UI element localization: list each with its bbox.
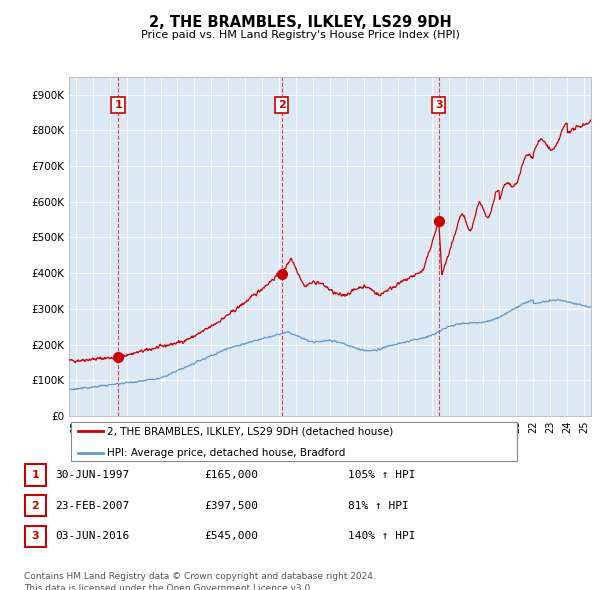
Text: 2, THE BRAMBLES, ILKLEY, LS29 9DH (detached house): 2, THE BRAMBLES, ILKLEY, LS29 9DH (detac… [107, 427, 394, 436]
Text: 23-FEB-2007: 23-FEB-2007 [55, 501, 130, 510]
Text: 03-JUN-2016: 03-JUN-2016 [55, 532, 130, 541]
Text: £165,000: £165,000 [204, 470, 258, 480]
FancyBboxPatch shape [25, 526, 46, 547]
Text: Price paid vs. HM Land Registry's House Price Index (HPI): Price paid vs. HM Land Registry's House … [140, 30, 460, 40]
Text: 30-JUN-1997: 30-JUN-1997 [55, 470, 130, 480]
Text: Contains HM Land Registry data © Crown copyright and database right 2024.
This d: Contains HM Land Registry data © Crown c… [24, 572, 376, 590]
FancyBboxPatch shape [25, 495, 46, 516]
Text: £397,500: £397,500 [204, 501, 258, 510]
Text: HPI: Average price, detached house, Bradford: HPI: Average price, detached house, Brad… [107, 448, 346, 457]
Text: 1: 1 [32, 470, 39, 480]
FancyBboxPatch shape [25, 464, 46, 486]
Text: 2, THE BRAMBLES, ILKLEY, LS29 9DH: 2, THE BRAMBLES, ILKLEY, LS29 9DH [149, 15, 451, 30]
Text: 140% ↑ HPI: 140% ↑ HPI [348, 532, 416, 541]
Text: 105% ↑ HPI: 105% ↑ HPI [348, 470, 416, 480]
Text: 3: 3 [435, 100, 443, 110]
Text: 2: 2 [32, 501, 39, 510]
Text: 2: 2 [278, 100, 286, 110]
Text: 1: 1 [114, 100, 122, 110]
FancyBboxPatch shape [71, 422, 517, 461]
Text: £545,000: £545,000 [204, 532, 258, 541]
Text: 81% ↑ HPI: 81% ↑ HPI [348, 501, 409, 510]
Text: 3: 3 [32, 532, 39, 541]
